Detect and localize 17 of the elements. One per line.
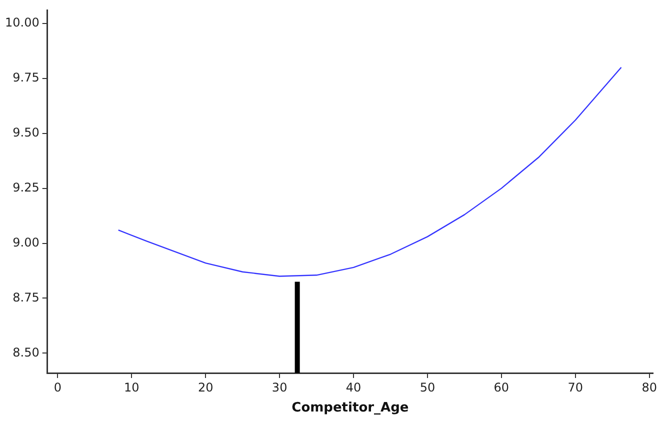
y-tick-label: 9.00 bbox=[12, 235, 40, 250]
x-axis-title: Competitor_Age bbox=[292, 400, 409, 416]
x-tick-label: 20 bbox=[198, 380, 214, 394]
x-tick-label: 70 bbox=[568, 380, 584, 394]
y-tick-label: 10.00 bbox=[4, 16, 40, 30]
x-tick-label: 80 bbox=[642, 380, 657, 394]
x-tick-label: 40 bbox=[346, 380, 362, 394]
y-tick-label: 8.50 bbox=[12, 345, 40, 360]
x-tick-label: 30 bbox=[272, 380, 288, 394]
x-tick-label: 0 bbox=[54, 380, 62, 394]
y-tick-label: 9.75 bbox=[12, 70, 40, 84]
x-tick-label: 50 bbox=[420, 380, 436, 394]
y-tick-label: 8.75 bbox=[12, 290, 40, 304]
y-tick-label: 9.25 bbox=[12, 180, 40, 194]
y-tick-label: 9.50 bbox=[12, 125, 40, 140]
x-tick-label: 60 bbox=[494, 380, 510, 394]
x-tick-label: 10 bbox=[124, 380, 140, 394]
